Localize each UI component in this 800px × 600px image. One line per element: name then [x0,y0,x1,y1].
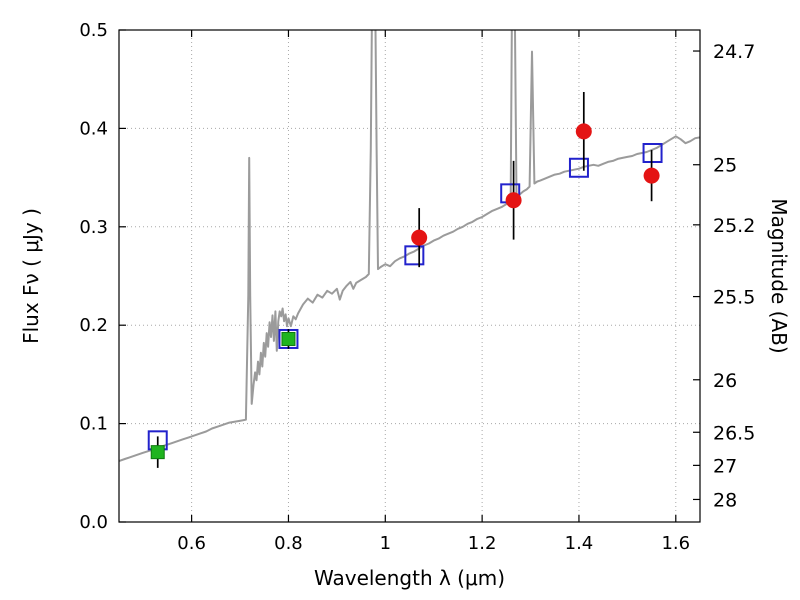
model-photometry-marker [568,157,589,178]
model-photometry-marker [642,143,663,163]
x-tick-label: 1.2 [468,533,497,554]
magnitude-tick-label: 26 [713,370,737,392]
magnitude-tick-label: 25.2 [713,215,755,237]
y-tick-label: 0.5 [79,20,108,41]
observed-photometry-red-marker [575,123,592,140]
x-tick-label: 0.6 [177,533,206,554]
magnitude-tick-label: 25.5 [713,287,755,309]
magnitude-tick-label: 25 [713,155,737,177]
x-tick-label: 0.8 [274,533,303,554]
observed-photometry-red-group [411,91,660,268]
gridlines [119,30,700,522]
y-axis-label: Flux Fν ( μJy ) [19,208,43,344]
model-spectrum-line [119,30,700,462]
axes-frame [118,29,701,523]
y-tick-label: 0.0 [79,512,108,533]
observed-photometry-red-marker [411,229,428,246]
observed-photometry-red-marker [643,167,660,184]
x-tick-label: 1.6 [661,533,690,554]
magnitude-tick-label: 27 [713,455,737,477]
y-tick-label: 0.1 [79,414,108,435]
magnitude-tick-label: 28 [713,489,737,511]
observed-photometry-green-marker [281,331,296,346]
magnitude-axis-label: Magnitude (AB) [767,198,791,353]
magnitude-tick-label: 26.5 [713,422,755,444]
y-tick-label: 0.4 [79,118,108,139]
labels: 0.6 0.8 1 1.2 1.4 1.6 0.0 0.1 0.2 0.3 0.4 0.5 24.7 25… [19,20,791,590]
observed-photometry-green-group [150,329,296,468]
model-photometry-group [147,143,663,451]
ticks [119,29,700,523]
y-tick-label: 0.2 [79,315,108,336]
x-tick-label: 1 [380,533,391,554]
y-tick-label: 0.3 [79,217,108,238]
magnitude-tick-label: 24.7 [713,41,755,63]
model-photometry-marker [404,245,425,266]
observed-photometry-green-marker [150,445,165,460]
observed-photometry-red-marker [505,192,522,209]
x-tick-label: 1.4 [565,533,594,554]
x-axis-label: Wavelength λ (μm) [314,566,505,590]
